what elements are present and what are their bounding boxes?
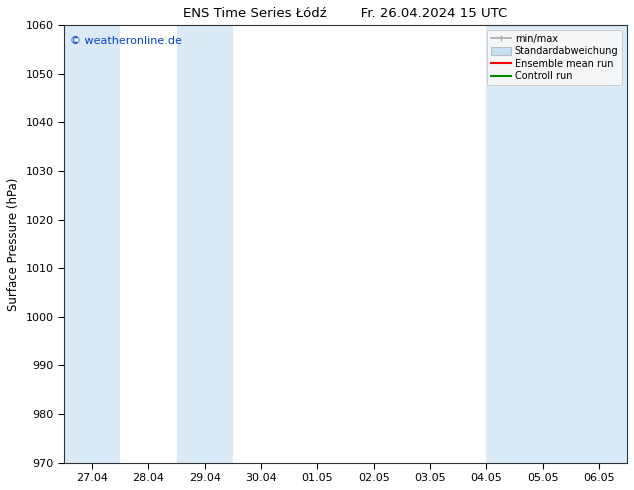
Bar — [64, 25, 120, 463]
Legend: min/max, Standardabweichung, Ensemble mean run, Controll run: min/max, Standardabweichung, Ensemble me… — [488, 30, 622, 85]
Y-axis label: Surface Pressure (hPa): Surface Pressure (hPa) — [7, 177, 20, 311]
Text: © weatheronline.de: © weatheronline.de — [70, 36, 181, 46]
Title: ENS Time Series Łódź        Fr. 26.04.2024 15 UTC: ENS Time Series Łódź Fr. 26.04.2024 15 U… — [183, 7, 508, 20]
Bar — [177, 25, 233, 463]
Bar — [486, 25, 543, 463]
Bar — [599, 25, 627, 463]
Bar — [543, 25, 599, 463]
